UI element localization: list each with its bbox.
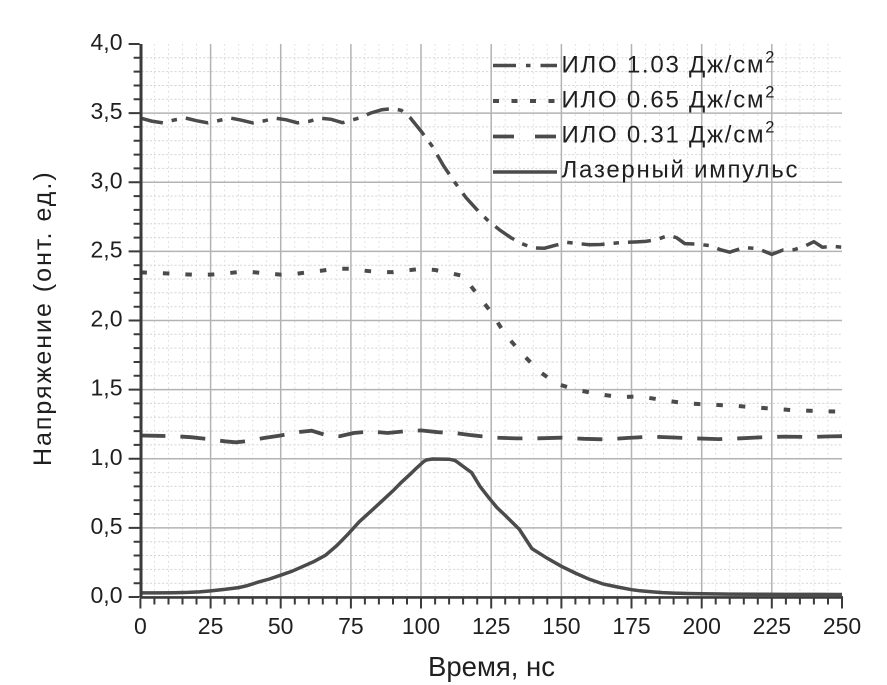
svg-text:ИЛО 0.31 Дж/см2: ИЛО 0.31 Дж/см2 bbox=[562, 118, 775, 148]
svg-text:ИЛО 0.65 Дж/см2: ИЛО 0.65 Дж/см2 bbox=[562, 83, 775, 113]
svg-text:4,0: 4,0 bbox=[91, 29, 123, 55]
svg-text:0,0: 0,0 bbox=[91, 582, 123, 608]
svg-text:150: 150 bbox=[542, 613, 580, 639]
svg-text:175: 175 bbox=[612, 613, 650, 639]
svg-text:2,5: 2,5 bbox=[91, 237, 123, 263]
svg-text:75: 75 bbox=[338, 613, 364, 639]
svg-text:ИЛО 1.03 Дж/см2: ИЛО 1.03 Дж/см2 bbox=[562, 48, 775, 78]
svg-text:125: 125 bbox=[472, 613, 510, 639]
svg-text:0,5: 0,5 bbox=[91, 513, 123, 539]
svg-text:Напряжение (онт. ед.): Напряжение (онт. ед.) bbox=[29, 170, 57, 466]
svg-text:250: 250 bbox=[823, 613, 861, 639]
svg-text:Время, нс: Время, нс bbox=[428, 651, 555, 682]
svg-text:Лазерный импульс: Лазерный импульс bbox=[562, 156, 800, 183]
svg-text:200: 200 bbox=[683, 613, 721, 639]
svg-text:1,0: 1,0 bbox=[91, 444, 123, 470]
svg-text:50: 50 bbox=[268, 613, 294, 639]
svg-text:3,5: 3,5 bbox=[91, 98, 123, 124]
svg-text:100: 100 bbox=[402, 613, 440, 639]
svg-text:2,0: 2,0 bbox=[91, 306, 123, 332]
svg-text:0: 0 bbox=[134, 613, 147, 639]
svg-text:225: 225 bbox=[753, 613, 791, 639]
svg-text:1,5: 1,5 bbox=[91, 375, 123, 401]
svg-text:3,0: 3,0 bbox=[91, 167, 123, 193]
svg-text:25: 25 bbox=[198, 613, 224, 639]
